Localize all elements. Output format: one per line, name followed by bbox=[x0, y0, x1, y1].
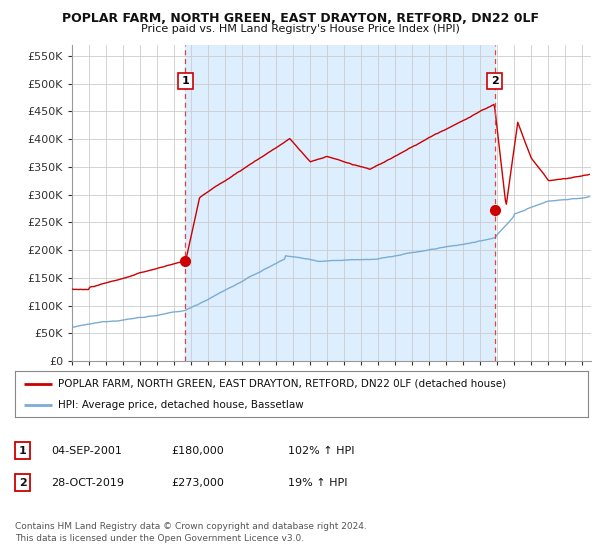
Text: Contains HM Land Registry data © Crown copyright and database right 2024.
This d: Contains HM Land Registry data © Crown c… bbox=[15, 522, 367, 543]
Text: POPLAR FARM, NORTH GREEN, EAST DRAYTON, RETFORD, DN22 0LF (detached house): POPLAR FARM, NORTH GREEN, EAST DRAYTON, … bbox=[58, 379, 506, 389]
Text: £180,000: £180,000 bbox=[171, 446, 224, 456]
Text: 102% ↑ HPI: 102% ↑ HPI bbox=[288, 446, 355, 456]
Text: 19% ↑ HPI: 19% ↑ HPI bbox=[288, 478, 347, 488]
Text: POPLAR FARM, NORTH GREEN, EAST DRAYTON, RETFORD, DN22 0LF: POPLAR FARM, NORTH GREEN, EAST DRAYTON, … bbox=[62, 12, 539, 25]
Text: 1: 1 bbox=[182, 76, 190, 86]
Text: 04-SEP-2001: 04-SEP-2001 bbox=[51, 446, 122, 456]
Text: £273,000: £273,000 bbox=[171, 478, 224, 488]
Text: 1: 1 bbox=[19, 446, 26, 456]
Text: HPI: Average price, detached house, Bassetlaw: HPI: Average price, detached house, Bass… bbox=[58, 400, 304, 410]
Bar bbox=[185, 45, 494, 361]
Text: 2: 2 bbox=[491, 76, 499, 86]
Text: 2: 2 bbox=[19, 478, 26, 488]
Text: Price paid vs. HM Land Registry's House Price Index (HPI): Price paid vs. HM Land Registry's House … bbox=[140, 24, 460, 34]
Text: 28-OCT-2019: 28-OCT-2019 bbox=[51, 478, 124, 488]
